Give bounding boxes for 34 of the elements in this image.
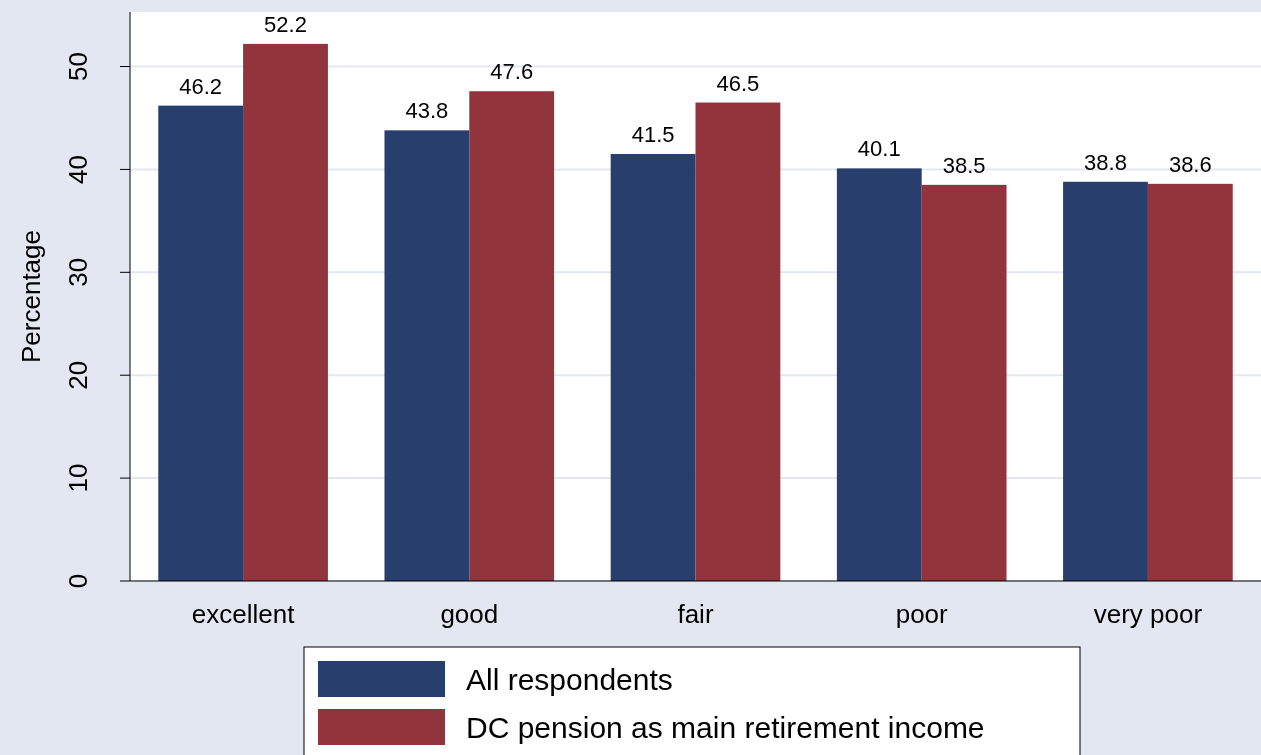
bar [836, 168, 922, 581]
data-label: 46.2 [179, 73, 223, 99]
data-label: 40.1 [857, 136, 901, 162]
x-tick-label: excellent [191, 599, 296, 629]
bar [1147, 183, 1233, 581]
bar [158, 105, 244, 581]
data-label: 52.2 [264, 11, 307, 37]
y-tick-label: 0 [63, 573, 93, 589]
y-tick-label: 40 [63, 154, 93, 184]
bar [921, 184, 1007, 581]
data-label: 47.6 [490, 59, 534, 85]
bar [469, 91, 555, 581]
x-tick-label: poor [895, 599, 949, 629]
y-tick-label: 10 [63, 463, 93, 493]
bar [384, 130, 470, 581]
bar [610, 153, 696, 581]
data-label: 38.5 [942, 152, 986, 178]
x-tick-label: good [440, 599, 499, 629]
y-tick-label: 30 [63, 257, 93, 287]
y-tick-label: 20 [63, 360, 93, 390]
y-tick-label: 50 [63, 52, 93, 81]
legend-label: All respondents [466, 662, 673, 696]
bar [243, 43, 328, 581]
data-label: 41.5 [631, 121, 675, 147]
legend-label: DC pension as main retirement income [466, 710, 985, 744]
data-label: 43.8 [405, 98, 449, 124]
x-tick-label: fair [677, 599, 714, 629]
data-label: 38.8 [1084, 149, 1127, 175]
data-label: 46.5 [716, 70, 760, 96]
x-tick-label: very poor [1093, 599, 1203, 629]
y-axis-title: Percentage [16, 230, 46, 363]
bar [695, 102, 781, 581]
data-label: 38.6 [1168, 151, 1212, 177]
bar [1063, 181, 1148, 581]
